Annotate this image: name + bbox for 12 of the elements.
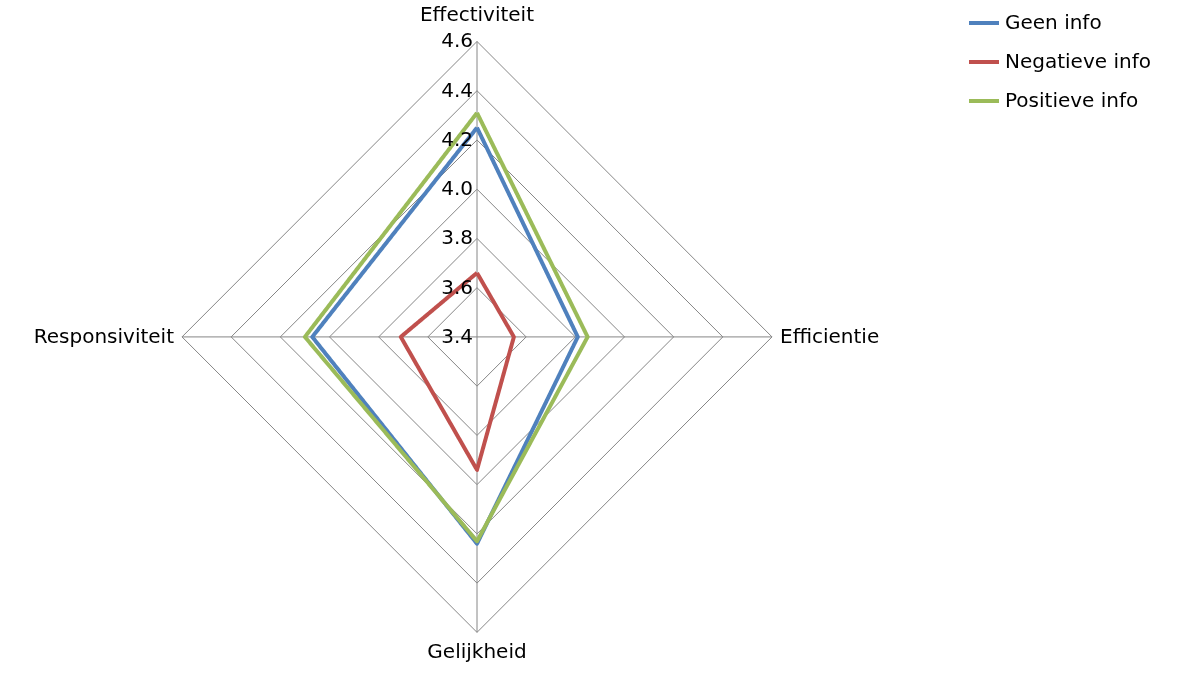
legend-label: Positieve info bbox=[1005, 88, 1139, 112]
y-tick-label: 3.4 bbox=[441, 323, 473, 348]
spoke-label: Efficientie bbox=[780, 323, 880, 348]
spoke-label: Effectiviteit bbox=[419, 2, 535, 27]
y-tick-label: 4.4 bbox=[441, 77, 473, 102]
legend-label: Negatieve info bbox=[1005, 49, 1151, 73]
y-tick-label: 3.8 bbox=[441, 225, 473, 250]
y-tick-label: 4.0 bbox=[441, 176, 473, 201]
y-tick-label: 4.6 bbox=[441, 28, 473, 53]
spoke-label: Responsiviteit bbox=[33, 323, 175, 348]
spoke-label: Gelijkheid bbox=[427, 639, 527, 664]
legend-label: Geen info bbox=[1005, 10, 1102, 34]
